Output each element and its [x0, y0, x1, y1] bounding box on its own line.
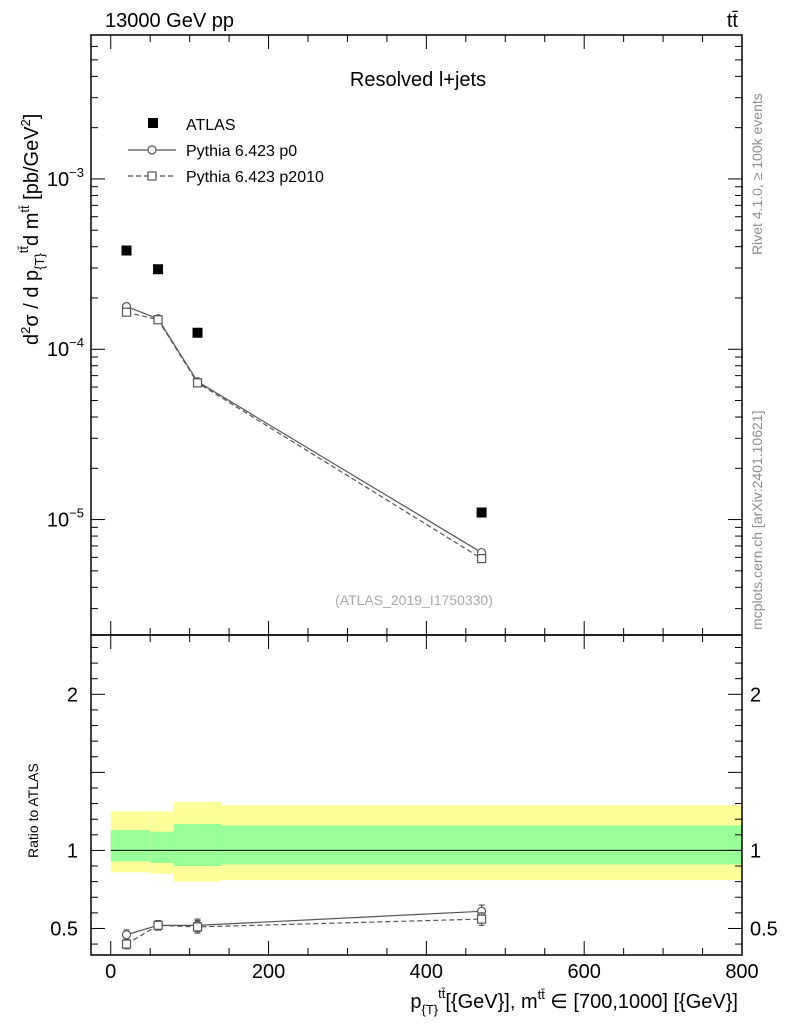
ratio-y-tick-label-right: 0.5: [750, 918, 778, 940]
analysis-id-label: (ATLAS_2019_I1750330): [335, 592, 493, 608]
main-atlas-point: [192, 327, 203, 338]
mcplots-reference-label: mcplots.cern.ch [arXiv:2401.10621]: [749, 411, 765, 630]
chart-marks: [121, 245, 487, 950]
main-p2010-point: [192, 378, 203, 388]
main-atlas-point: [121, 245, 132, 256]
ratio-inner-band-0: [110, 830, 151, 862]
x-tick-label: 800: [725, 961, 758, 983]
ratio-y-tick-label-left: 1: [67, 840, 78, 862]
legend-atlas-marker: [148, 118, 158, 128]
header-left-label: 13000 GeV pp: [105, 10, 234, 32]
ratio-y-tick-label-right: 1: [750, 840, 761, 862]
rivet-version-label: Rivet 4.1.0, ≥ 100k events: [749, 93, 765, 255]
main-p2010-point: [477, 553, 487, 564]
chart-labels: 13000 GeV pp tt̄ Resolved l+jets (ATLAS_…: [16, 10, 765, 1017]
main-y-tick-label: 10−5: [47, 506, 84, 532]
x-tick-label: 200: [252, 961, 285, 983]
ratio-y-tick-label-right: 2: [750, 684, 761, 706]
ratio-p2010-point: [121, 939, 132, 949]
ratio-plot-frame: [90, 634, 743, 956]
main-y-tick-label: 10−3: [47, 165, 84, 191]
ratio-p2010-point: [477, 914, 487, 924]
legend: ATLAS Pythia 6.423 p0 Pythia 6.423 p2010: [128, 117, 324, 186]
ratio-p0-point: [121, 930, 132, 940]
x-tick-label: 400: [410, 961, 443, 983]
main-p2010-point: [153, 315, 163, 325]
main-atlas-point: [153, 264, 164, 275]
ratio-p2010-point: [192, 922, 203, 932]
legend-atlas-label: ATLAS: [186, 117, 236, 134]
main-p2010-point: [121, 307, 132, 317]
x-tick-label: 0: [105, 961, 116, 983]
ratio-p2010-point: [153, 920, 163, 930]
ratio-y-tick-label-left: 2: [67, 684, 78, 706]
ratio-uncertainty-bands: [110, 802, 742, 882]
main-p0-line: [126, 306, 482, 554]
legend-p2010-marker: [147, 171, 157, 181]
ratio-inner-band-1: [150, 831, 174, 863]
ratio-y-axis-label: Ratio to ATLAS: [25, 763, 41, 858]
main-atlas-point: [476, 507, 487, 518]
header-right-label: tt̄: [727, 10, 739, 32]
ratio-inner-band-3: [221, 825, 742, 865]
plot-frames: [90, 34, 743, 956]
main-p2010-line: [126, 311, 482, 560]
main-plot-title: Resolved l+jets: [350, 69, 486, 91]
ratio-inner-band-2: [173, 823, 222, 867]
legend-p2010-label: Pythia 6.423 p2010: [186, 169, 324, 186]
x-axis-label: p{T}tt̄[{GeV}], mtt̄ ∈ [700,1000] [{GeV}…: [410, 986, 738, 1017]
axis-ticks: 0 200 400 600 800 10−3 10−4 10−5 0.5 0.5 1 1 2 2: [47, 34, 778, 983]
ratio-p2010-line: [126, 918, 482, 945]
legend-p0-label: Pythia 6.423 p0: [186, 143, 297, 160]
legend-p0-marker: [147, 145, 157, 155]
main-y-axis-label: d2σ / d p{T}tt̄d mtt̄ [pb/GeV2]: [16, 114, 47, 345]
ratio-p0-line: [126, 910, 482, 936]
ratio-y-tick-label-left: 0.5: [50, 918, 78, 940]
main-y-tick-label: 10−4: [47, 335, 84, 361]
x-tick-label: 600: [567, 961, 600, 983]
